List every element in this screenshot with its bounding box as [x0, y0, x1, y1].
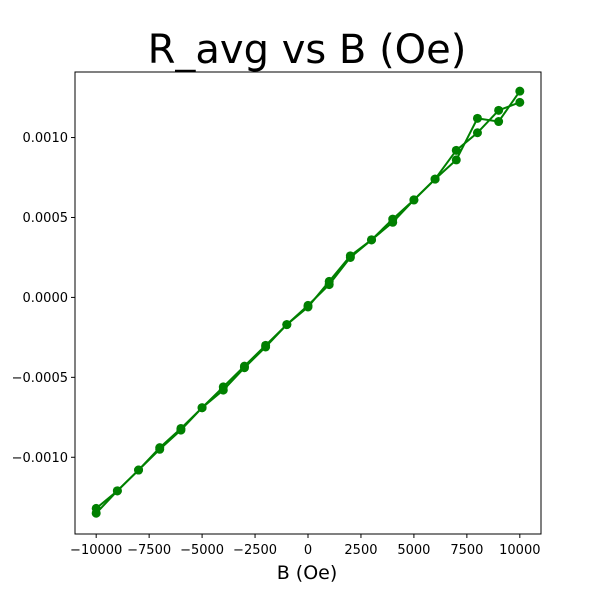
data-point	[155, 443, 165, 453]
data-point	[515, 86, 525, 96]
y-axis: −0.0010 −0.0005 0.0000 0.0005 0.0010	[12, 131, 75, 466]
data-point	[430, 174, 440, 184]
x-tick-label: 2500	[344, 543, 377, 558]
x-tick-label: 5000	[397, 543, 430, 558]
x-tick-label: 7500	[450, 543, 483, 558]
data-point	[367, 235, 377, 245]
data-point	[218, 385, 228, 395]
data-point	[472, 128, 482, 138]
x-tick-label: −2500	[233, 543, 277, 558]
x-axis-label: B (Oe)	[277, 562, 338, 584]
data-point	[451, 145, 461, 155]
x-tick-label: 0	[304, 543, 312, 558]
y-tick-label: −0.0010	[12, 451, 68, 466]
data-point	[472, 113, 482, 123]
data-point	[282, 320, 292, 330]
data-point	[494, 105, 504, 115]
y-tick-label: −0.0005	[12, 371, 68, 386]
data-point	[197, 403, 207, 413]
x-tick-label: −5000	[180, 543, 224, 558]
data-point	[261, 342, 271, 352]
data-point	[345, 252, 355, 262]
data-point	[91, 503, 101, 513]
data-point	[134, 465, 144, 475]
y-tick-label: 0.0010	[23, 131, 69, 146]
data-point	[494, 117, 504, 127]
data-point	[324, 280, 334, 290]
data-point	[388, 217, 398, 227]
data-point	[112, 486, 122, 496]
y-tick-label: 0.0005	[23, 211, 69, 226]
data-point	[515, 97, 525, 107]
x-tick-label: 10000	[499, 543, 540, 558]
x-axis: −10000 −7500 −5000 −2500 0 2500 5000 7500 10000	[70, 534, 540, 558]
data-point	[451, 155, 461, 165]
x-tick-label: −10000	[70, 543, 122, 558]
data-point	[239, 363, 249, 373]
data-point	[303, 300, 313, 310]
chart-title: R_avg vs B (Oe)	[148, 27, 467, 73]
x-tick-label: −7500	[127, 543, 171, 558]
series-layer	[91, 86, 525, 518]
data-point	[176, 423, 186, 433]
plot-area	[74, 71, 542, 535]
y-tick-label: 0.0000	[23, 291, 69, 306]
data-point	[409, 195, 419, 205]
